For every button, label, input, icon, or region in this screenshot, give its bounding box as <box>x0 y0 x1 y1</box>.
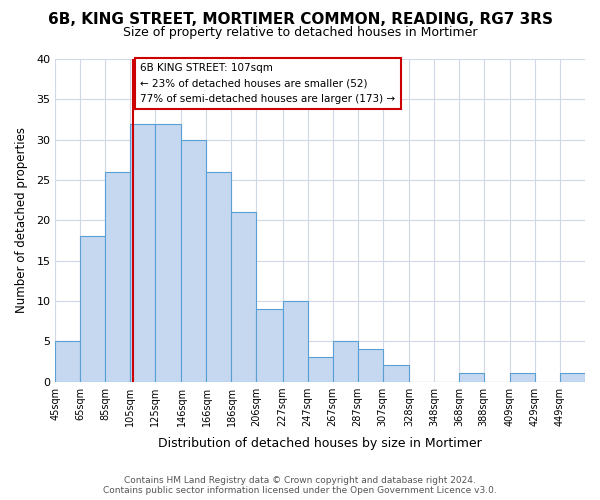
Bar <box>358 350 383 382</box>
Bar <box>105 172 130 382</box>
Bar <box>560 374 585 382</box>
Y-axis label: Number of detached properties: Number of detached properties <box>15 128 28 314</box>
Text: Contains HM Land Registry data © Crown copyright and database right 2024.
Contai: Contains HM Land Registry data © Crown c… <box>103 476 497 495</box>
Bar <box>181 140 206 382</box>
Bar <box>206 172 232 382</box>
Bar <box>308 358 332 382</box>
Bar <box>256 309 283 382</box>
Bar <box>459 374 484 382</box>
Bar <box>332 341 358 382</box>
Text: 6B, KING STREET, MORTIMER COMMON, READING, RG7 3RS: 6B, KING STREET, MORTIMER COMMON, READIN… <box>47 12 553 28</box>
Text: 6B KING STREET: 107sqm
← 23% of detached houses are smaller (52)
77% of semi-det: 6B KING STREET: 107sqm ← 23% of detached… <box>140 63 395 104</box>
Bar <box>130 124 155 382</box>
Text: Size of property relative to detached houses in Mortimer: Size of property relative to detached ho… <box>123 26 477 39</box>
Bar <box>383 366 409 382</box>
Bar <box>510 374 535 382</box>
Bar <box>55 341 80 382</box>
Bar <box>283 301 308 382</box>
Bar <box>232 212 256 382</box>
Bar <box>80 236 105 382</box>
Bar <box>155 124 181 382</box>
X-axis label: Distribution of detached houses by size in Mortimer: Distribution of detached houses by size … <box>158 437 482 450</box>
